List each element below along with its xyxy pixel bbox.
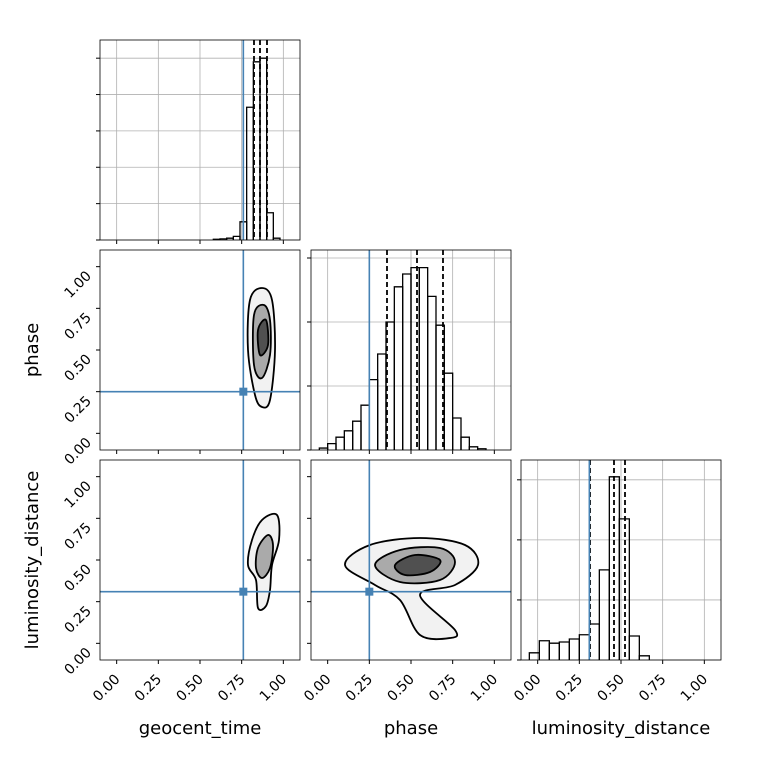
y-tick-label: 0.50 bbox=[61, 562, 94, 595]
x-tick-label: 1.00 bbox=[468, 672, 501, 705]
histogram-bin bbox=[272, 237, 281, 240]
x-tick-label: 0.50 bbox=[173, 672, 206, 705]
x-tick-label: 0.25 bbox=[132, 672, 165, 705]
y-tick-label: 0.25 bbox=[61, 393, 94, 426]
x-tick-label: 0.25 bbox=[553, 672, 586, 705]
truth-marker bbox=[239, 387, 248, 396]
histogram-bin bbox=[638, 655, 650, 660]
truth-marker bbox=[239, 587, 248, 596]
histogram-bin bbox=[468, 446, 479, 450]
histogram-bin bbox=[232, 235, 241, 240]
panel-frame bbox=[99, 39, 301, 241]
histogram-bin bbox=[377, 353, 387, 450]
y-tick-label: 0.00 bbox=[61, 435, 94, 468]
panel-frame bbox=[310, 459, 512, 661]
x-tick-label: 0.75 bbox=[636, 672, 669, 705]
contour bbox=[393, 553, 442, 577]
x-tick-label: 0.75 bbox=[426, 672, 459, 705]
histogram-bin bbox=[443, 372, 454, 450]
x-tick-label: 1.00 bbox=[257, 672, 290, 705]
x-tick-label: 0.50 bbox=[594, 672, 627, 705]
histogram-bin bbox=[360, 404, 370, 450]
histogram-bin bbox=[327, 442, 337, 450]
panel-frame bbox=[99, 249, 301, 451]
y-tick-label: 1.00 bbox=[61, 268, 94, 301]
truth-marker bbox=[365, 587, 374, 596]
histogram-bin bbox=[538, 640, 550, 660]
histogram-bin bbox=[393, 286, 404, 450]
y-tick-label: 0.75 bbox=[61, 310, 94, 343]
histogram-bin bbox=[343, 430, 354, 450]
x-tick-label: 0.00 bbox=[90, 672, 123, 705]
x-tick-label: 1.00 bbox=[678, 672, 711, 705]
y-tick-label: 0.50 bbox=[61, 352, 94, 385]
x-tick-label: 0.25 bbox=[343, 672, 376, 705]
histogram-bin bbox=[410, 266, 420, 450]
histogram-bin bbox=[418, 266, 429, 450]
y-tick-label: 1.00 bbox=[61, 478, 94, 511]
histogram-bin bbox=[427, 295, 437, 450]
histogram-bin bbox=[628, 635, 640, 660]
histogram-bin bbox=[368, 378, 379, 450]
histogram-bin bbox=[335, 436, 345, 450]
histogram-bin bbox=[568, 638, 580, 660]
y-tick-label: 0.00 bbox=[61, 645, 94, 678]
histogram-bin bbox=[477, 448, 487, 450]
histogram-bin bbox=[548, 642, 560, 660]
x-tick-label: 0.00 bbox=[301, 672, 334, 705]
histogram-bin bbox=[578, 634, 590, 660]
panel-frame bbox=[520, 459, 722, 661]
y-tick-label: 0.75 bbox=[61, 520, 94, 553]
x-axis-label: geocent_time bbox=[139, 718, 262, 739]
contour bbox=[254, 534, 274, 579]
histogram-bin bbox=[558, 641, 570, 660]
x-tick-label: 0.00 bbox=[511, 672, 544, 705]
x-tick-label: 0.75 bbox=[215, 672, 248, 705]
histogram-bin bbox=[598, 569, 610, 660]
y-tick-label: 0.25 bbox=[61, 603, 94, 636]
histogram-bin bbox=[402, 273, 412, 450]
x-axis-label: luminosity_distance bbox=[532, 718, 711, 739]
x-axis-label: phase bbox=[384, 718, 438, 739]
histogram-bin bbox=[460, 436, 470, 450]
panel-frame bbox=[310, 249, 512, 451]
histogram-bin bbox=[246, 106, 254, 240]
contour bbox=[256, 318, 270, 357]
histogram-bin bbox=[352, 420, 362, 450]
histogram-bin bbox=[259, 57, 268, 240]
histogram-bin bbox=[452, 417, 462, 450]
y-axis-label: luminosity_distance bbox=[22, 471, 43, 650]
x-tick-label: 0.50 bbox=[384, 672, 417, 705]
y-axis-label: phase bbox=[22, 323, 43, 377]
panel-frame bbox=[99, 459, 301, 661]
